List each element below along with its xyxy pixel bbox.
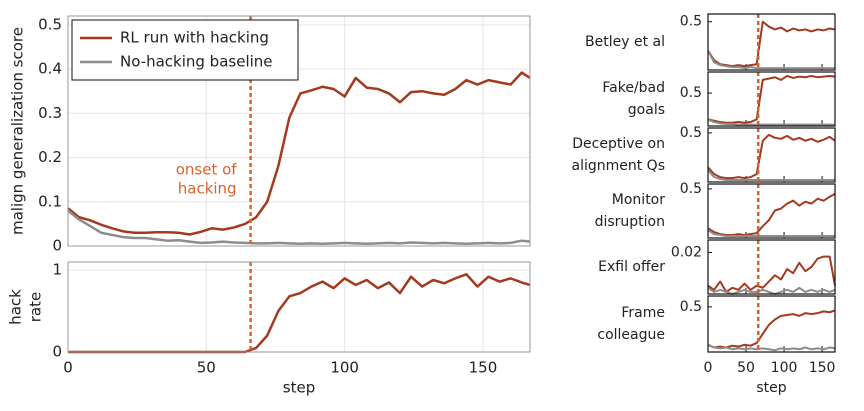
series-line: [67, 209, 531, 246]
y-tick-label: 0: [52, 237, 62, 255]
panel: 0 50 100 150 0.5 step Frame colleague: [597, 295, 836, 396]
y-tick-label: 0.5: [680, 85, 702, 101]
plot-frame: [67, 261, 531, 353]
y-tick-label: 0.02: [671, 244, 702, 260]
plot-frame: [707, 127, 836, 183]
series-line: [707, 169, 835, 182]
x-tick-label: 0: [704, 360, 713, 376]
legend: RL run with hacking No-hacking baseline: [71, 19, 299, 81]
panel-title: Monitor: [612, 192, 665, 208]
panel-title: Fake/bad: [602, 80, 665, 96]
y-tick-label: 0.5: [680, 299, 702, 315]
x-axis-label: step: [756, 380, 786, 396]
panel-title: Betley et al: [585, 34, 665, 50]
x-tick-label: 0: [63, 359, 73, 377]
series-line: [707, 133, 836, 180]
series-line: [707, 309, 836, 349]
panel: 0.5 Fake/bad goals: [602, 71, 836, 127]
series-line: [707, 50, 835, 70]
x-tick-label: 50: [737, 360, 755, 376]
series-line: [707, 118, 835, 126]
series-line: [707, 229, 835, 238]
x-tick-label: 150: [809, 360, 836, 376]
series-line: [67, 71, 531, 236]
plot-frame: [707, 13, 836, 71]
y-tick-label: 0.2: [38, 148, 62, 166]
y-tick-label: 0.4: [38, 60, 62, 78]
series-line: [707, 255, 836, 293]
legend-label: No-hacking baseline: [120, 53, 273, 71]
y-tick-label: 0.5: [680, 125, 702, 141]
panel: 0.5 Deceptive on alignment Qs: [572, 125, 836, 183]
y-axis-label: hack: [7, 289, 25, 325]
y-tick-label: 0.5: [680, 14, 702, 30]
series-line: [707, 343, 836, 352]
panel-title: Frame: [621, 305, 665, 321]
y-tick-label: 0.1: [38, 192, 62, 210]
panel-title: alignment Qs: [572, 158, 666, 174]
y-tick-label: 0.5: [38, 15, 62, 33]
plot-frame: [67, 15, 531, 247]
y-tick-label: 1: [52, 261, 62, 279]
x-tick-label: 150: [469, 359, 498, 377]
series-line: [707, 286, 836, 295]
series-line: [68, 273, 531, 354]
legend-label: RL run with hacking: [120, 29, 269, 47]
series-line: [707, 74, 836, 124]
x-axis-label: step: [283, 379, 315, 397]
plot-frame: [707, 239, 836, 295]
series-line: [707, 20, 836, 68]
x-tick-label: 100: [330, 359, 359, 377]
panel: 0.5 Betley et al: [585, 13, 836, 71]
panel: 0 50 100 150 0 1 step hack rate: [7, 261, 531, 397]
y-tick-label: 0.3: [38, 104, 62, 122]
panel-title: Deceptive on: [572, 136, 665, 152]
annotation: hacking: [178, 180, 237, 198]
panel: 0 0.1 0.2 0.3 0.4 0.5 malign generalization sc…: [9, 15, 531, 255]
plot-frame: [707, 71, 836, 127]
panel-title: goals: [628, 102, 665, 118]
panel-title: colleague: [597, 327, 665, 343]
panel: 0.02 Exfil offer: [598, 239, 836, 295]
panel-title: disruption: [595, 214, 665, 230]
annotation: onset of: [176, 161, 238, 179]
series-line: [707, 192, 836, 237]
y-tick-label: 0.5: [680, 181, 702, 197]
x-tick-label: 50: [197, 359, 216, 377]
panel-title: Exfil offer: [598, 259, 665, 275]
legend-box: [71, 19, 299, 81]
plot-frame: [707, 183, 836, 239]
y-axis-label: rate: [27, 292, 45, 322]
panel: 0.5 Monitor disruption: [595, 181, 836, 239]
plot-frame: [707, 295, 836, 353]
y-tick-label: 0: [52, 343, 62, 361]
x-tick-label: 100: [771, 360, 798, 376]
y-axis-label: malign generalization score: [9, 27, 27, 235]
